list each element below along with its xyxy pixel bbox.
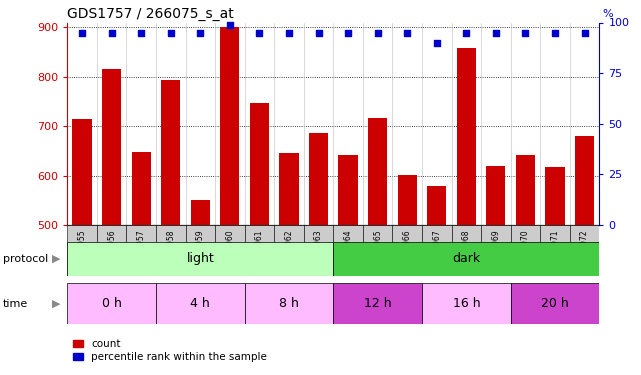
Text: 20 h: 20 h <box>541 297 569 310</box>
Bar <box>457 48 476 225</box>
FancyBboxPatch shape <box>422 225 451 276</box>
Text: ▶: ▶ <box>53 299 61 309</box>
Bar <box>516 155 535 225</box>
Point <box>372 30 383 36</box>
FancyBboxPatch shape <box>392 225 422 276</box>
Point <box>343 30 353 36</box>
Bar <box>487 166 506 225</box>
Point <box>550 30 560 36</box>
Point <box>225 21 235 27</box>
Bar <box>72 119 92 225</box>
Point <box>431 40 442 46</box>
Text: protocol: protocol <box>3 254 49 264</box>
FancyBboxPatch shape <box>274 225 304 276</box>
FancyBboxPatch shape <box>363 225 392 276</box>
Bar <box>131 152 151 225</box>
FancyBboxPatch shape <box>126 225 156 276</box>
FancyBboxPatch shape <box>333 225 363 276</box>
Text: time: time <box>3 299 28 309</box>
Bar <box>397 175 417 225</box>
Point <box>402 30 412 36</box>
Point <box>284 30 294 36</box>
Bar <box>575 136 594 225</box>
Point <box>313 30 324 36</box>
Bar <box>102 69 121 225</box>
Legend: count, percentile rank within the sample: count, percentile rank within the sample <box>72 339 267 362</box>
FancyBboxPatch shape <box>245 225 274 276</box>
FancyBboxPatch shape <box>245 283 333 324</box>
Bar <box>427 186 446 225</box>
Text: GSM77071: GSM77071 <box>551 230 560 271</box>
Text: GSM77068: GSM77068 <box>462 230 471 271</box>
Point <box>196 30 206 36</box>
Text: 0 h: 0 h <box>102 297 122 310</box>
Point <box>579 30 590 36</box>
Text: GSM77070: GSM77070 <box>521 230 530 271</box>
Text: 4 h: 4 h <box>190 297 210 310</box>
Point <box>491 30 501 36</box>
Point <box>165 30 176 36</box>
Text: GSM77066: GSM77066 <box>403 230 412 271</box>
Text: GSM77060: GSM77060 <box>226 230 235 271</box>
FancyBboxPatch shape <box>185 225 215 276</box>
Text: 16 h: 16 h <box>453 297 480 310</box>
Text: GDS1757 / 266075_s_at: GDS1757 / 266075_s_at <box>67 8 234 21</box>
FancyBboxPatch shape <box>156 225 185 276</box>
Bar <box>545 167 565 225</box>
Bar <box>191 200 210 225</box>
Text: 12 h: 12 h <box>364 297 392 310</box>
Point <box>254 30 265 36</box>
Text: dark: dark <box>453 252 480 265</box>
FancyBboxPatch shape <box>215 225 245 276</box>
Text: GSM77062: GSM77062 <box>285 230 294 271</box>
Bar <box>250 102 269 225</box>
FancyBboxPatch shape <box>333 242 599 276</box>
Bar <box>368 118 387 225</box>
FancyBboxPatch shape <box>451 225 481 276</box>
FancyBboxPatch shape <box>97 225 126 276</box>
Text: GSM77061: GSM77061 <box>255 230 264 271</box>
Text: GSM77057: GSM77057 <box>137 230 146 271</box>
FancyBboxPatch shape <box>570 225 599 276</box>
Bar <box>338 155 358 225</box>
Text: GSM77072: GSM77072 <box>580 230 589 271</box>
Text: GSM77064: GSM77064 <box>344 230 353 271</box>
FancyBboxPatch shape <box>304 225 333 276</box>
Point <box>462 30 472 36</box>
Text: ▶: ▶ <box>53 254 61 264</box>
FancyBboxPatch shape <box>67 283 156 324</box>
Text: GSM77069: GSM77069 <box>492 230 501 271</box>
Text: 8 h: 8 h <box>279 297 299 310</box>
Bar <box>221 27 240 225</box>
Point <box>136 30 146 36</box>
Point <box>520 30 531 36</box>
Bar <box>161 80 180 225</box>
FancyBboxPatch shape <box>333 283 422 324</box>
Text: GSM77063: GSM77063 <box>314 230 323 271</box>
Text: GSM77065: GSM77065 <box>373 230 382 271</box>
Text: GSM77055: GSM77055 <box>78 230 87 271</box>
FancyBboxPatch shape <box>67 242 333 276</box>
FancyBboxPatch shape <box>540 225 570 276</box>
FancyBboxPatch shape <box>156 283 245 324</box>
Point <box>106 30 117 36</box>
Point <box>77 30 87 36</box>
Text: GSM77058: GSM77058 <box>166 230 175 271</box>
Bar <box>309 133 328 225</box>
Bar <box>279 153 299 225</box>
Text: GSM77059: GSM77059 <box>196 230 205 271</box>
Text: light: light <box>187 252 214 265</box>
FancyBboxPatch shape <box>422 283 511 324</box>
FancyBboxPatch shape <box>511 283 599 324</box>
Text: GSM77056: GSM77056 <box>107 230 116 271</box>
FancyBboxPatch shape <box>511 225 540 276</box>
Text: GSM77067: GSM77067 <box>432 230 441 271</box>
FancyBboxPatch shape <box>67 225 97 276</box>
FancyBboxPatch shape <box>481 225 511 276</box>
Text: %: % <box>603 9 613 19</box>
